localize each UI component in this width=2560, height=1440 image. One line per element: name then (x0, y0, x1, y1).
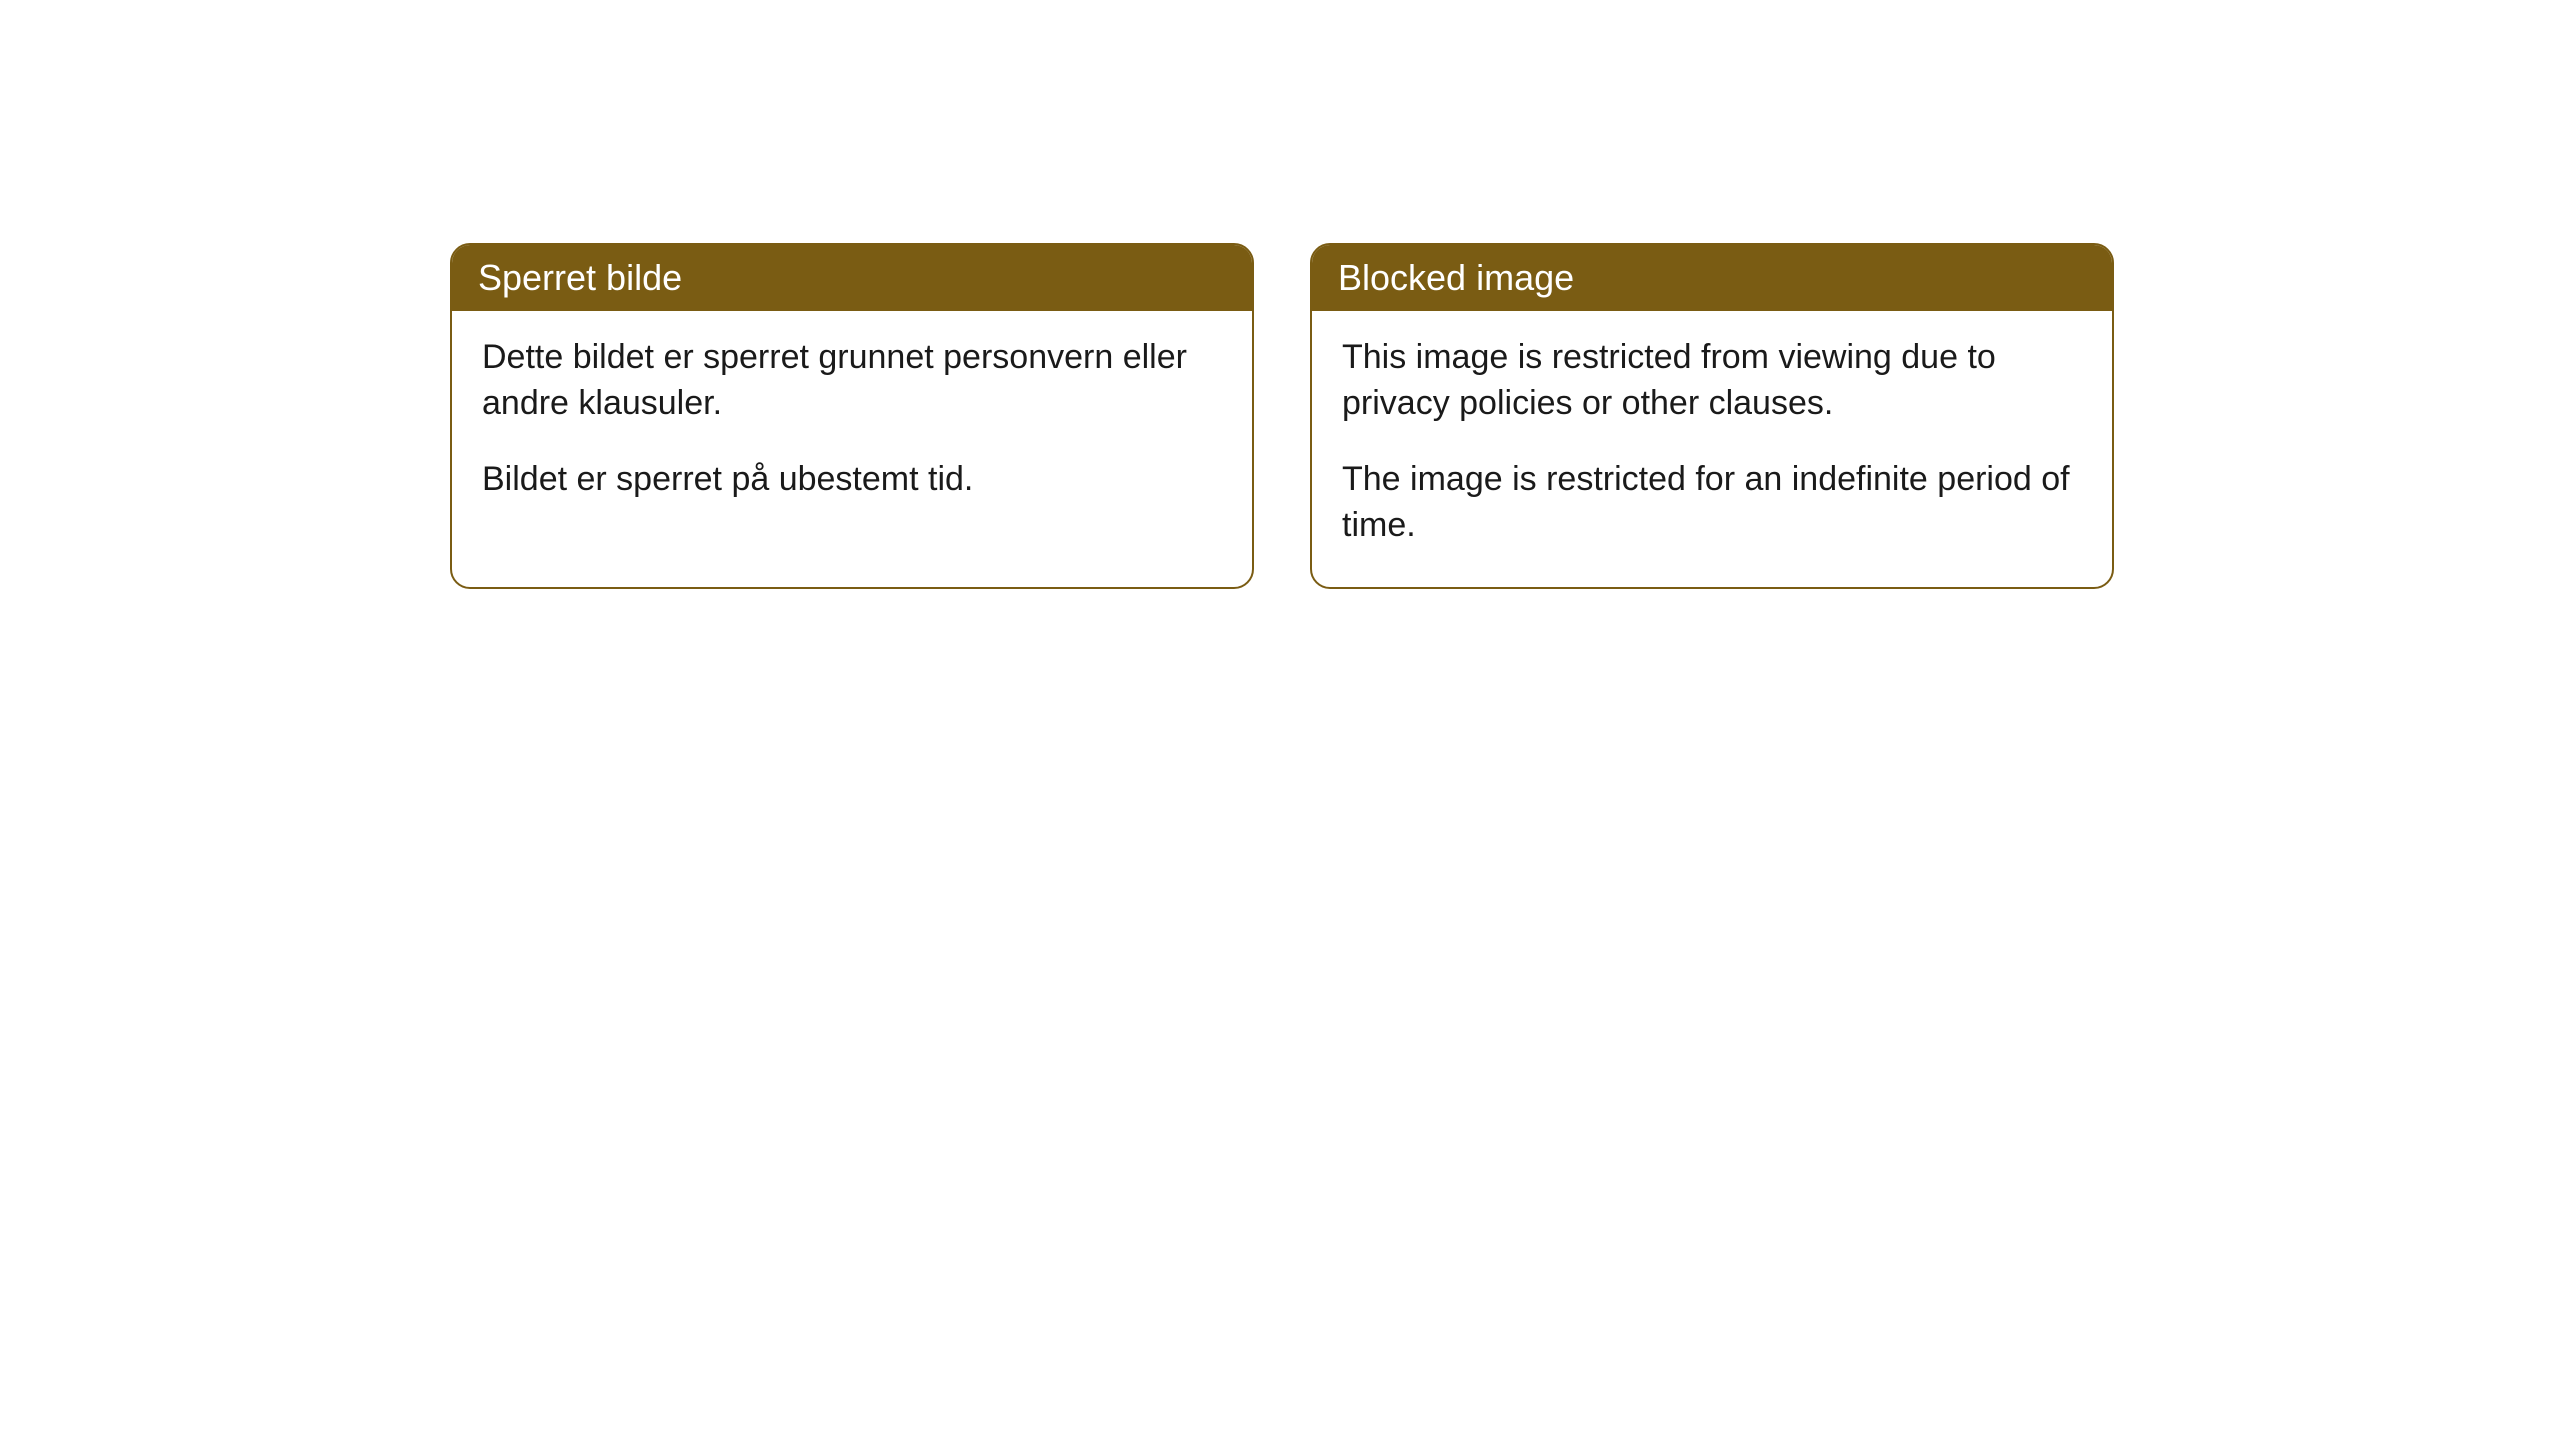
notice-paragraph-2: Bildet er sperret på ubestemt tid. (482, 457, 1222, 503)
notice-paragraph-2: The image is restricted for an indefinit… (1342, 457, 2082, 549)
notice-paragraph-1: Dette bildet er sperret grunnet personve… (482, 335, 1222, 427)
notice-header: Sperret bilde (452, 245, 1252, 311)
notice-header: Blocked image (1312, 245, 2112, 311)
notice-title: Blocked image (1338, 257, 1574, 298)
notice-card-english: Blocked image This image is restricted f… (1310, 243, 2114, 589)
notice-card-norwegian: Sperret bilde Dette bildet er sperret gr… (450, 243, 1254, 589)
notice-title: Sperret bilde (478, 257, 682, 298)
notice-container: Sperret bilde Dette bildet er sperret gr… (450, 243, 2114, 589)
notice-body: This image is restricted from viewing du… (1312, 311, 2112, 587)
notice-paragraph-1: This image is restricted from viewing du… (1342, 335, 2082, 427)
notice-body: Dette bildet er sperret grunnet personve… (452, 311, 1252, 541)
